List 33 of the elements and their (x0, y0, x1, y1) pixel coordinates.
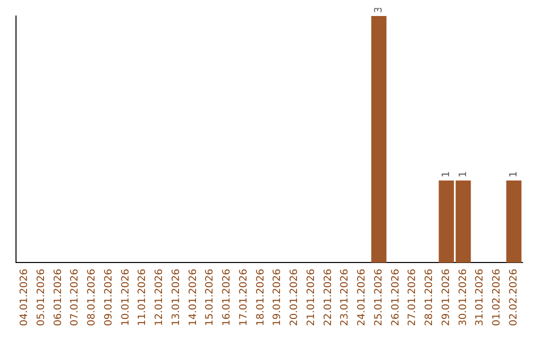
x-tick-label: 27.01.2026 (407, 268, 418, 326)
x-tick-label: 21.01.2026 (306, 268, 317, 326)
x-tick-label: 24.01.2026 (356, 268, 368, 326)
x-tick-label: 23.01.2026 (340, 268, 351, 326)
x-tick-label: 02.02.2026 (508, 268, 520, 326)
data-label: 1 (440, 171, 452, 178)
x-tick-label: 10.01.2026 (120, 268, 132, 326)
x-tick-label: 29.01.2026 (440, 268, 452, 326)
x-tick-label: 08.01.2026 (86, 268, 98, 326)
x-tick-label: 20.01.2026 (289, 268, 300, 326)
x-tick-label: 16.01.2026 (222, 268, 233, 326)
x-tick-label: 22.01.2026 (322, 268, 334, 326)
x-tick-label: 19.01.2026 (272, 268, 284, 326)
x-tick-label: 12.01.2026 (154, 268, 166, 326)
x-tick-label: 07.01.2026 (70, 268, 81, 326)
x-tick-label: 04.01.2026 (19, 268, 30, 326)
x-tick-label: 09.01.2026 (103, 268, 114, 326)
x-tick-label: 01.02.2026 (492, 268, 503, 326)
x-tick-label: 26.01.2026 (390, 268, 402, 326)
x-tick-label: 05.01.2026 (36, 268, 47, 326)
x-tick-label: 30.01.2026 (458, 268, 469, 326)
x-tick-label: 17.01.2026 (238, 268, 250, 326)
x-tick-label: 18.01.2026 (255, 268, 266, 326)
x-tick-label: 28.01.2026 (424, 268, 436, 326)
data-label: 1 (458, 171, 469, 178)
x-tick-label: 25.01.2026 (373, 268, 384, 326)
x-tick-label: 13.01.2026 (170, 268, 182, 326)
x-tick-label: 06.01.2026 (52, 268, 64, 326)
x-tick-label: 11.01.2026 (137, 268, 148, 326)
data-label: 1 (508, 171, 520, 178)
x-tick-label: 31.01.2026 (474, 268, 486, 326)
x-tick-label: 14.01.2026 (188, 268, 199, 326)
x-tick-label: 15.01.2026 (204, 268, 216, 326)
